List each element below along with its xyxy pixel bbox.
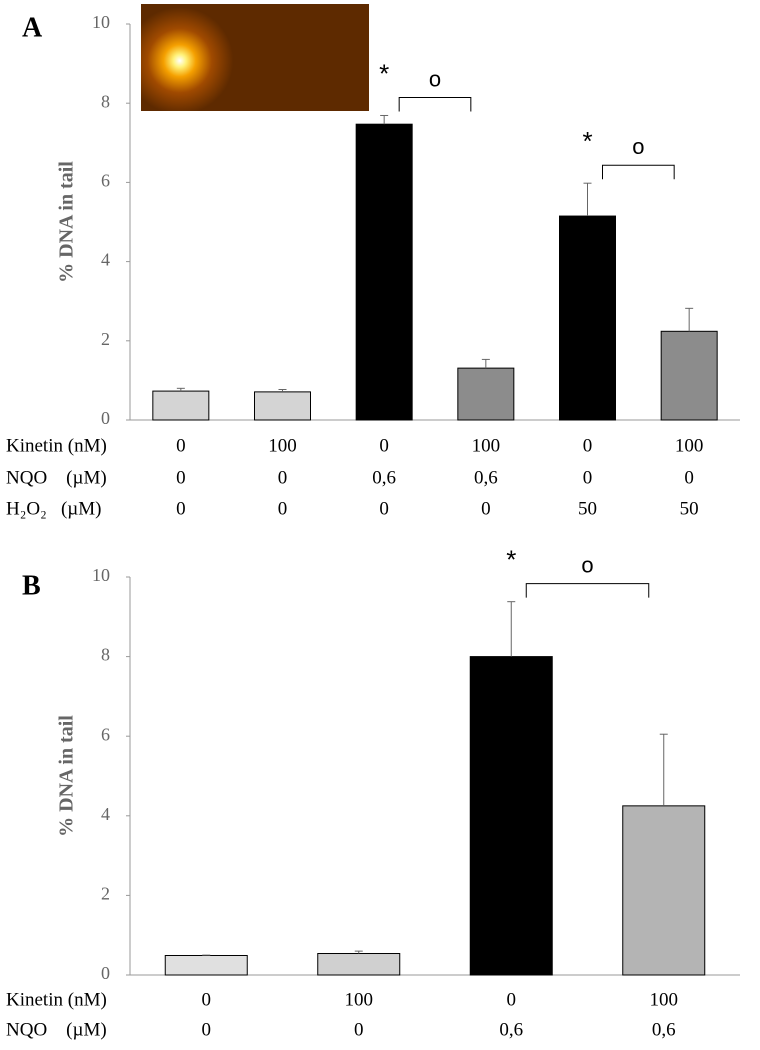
bar — [622, 805, 706, 976]
bar — [660, 330, 718, 421]
row-value: 0 — [507, 989, 517, 1010]
row-value: 0 — [583, 435, 593, 456]
bar — [457, 367, 515, 421]
row-value: 0 — [176, 435, 186, 456]
panel-label: B — [22, 570, 41, 601]
row-value: 0 — [481, 498, 491, 519]
y-axis-label: % DNA in tail — [56, 161, 78, 283]
comparison-mark: o — [429, 66, 441, 91]
significance-star: * — [379, 58, 389, 88]
bar — [559, 215, 616, 421]
comparison-mark: o — [632, 134, 644, 159]
row-value: 0 — [379, 435, 389, 456]
row-value: 100 — [650, 989, 679, 1010]
row-value: 100 — [268, 435, 297, 456]
significance-star: * — [506, 545, 516, 575]
row-value: 0,6 — [652, 1019, 676, 1040]
y-tick-label: 4 — [101, 250, 110, 270]
row-value: 0 — [583, 467, 593, 488]
row-value: 0,6 — [474, 467, 498, 488]
y-axis-label: % DNA in tail — [56, 715, 78, 837]
comet-glow — [141, 4, 369, 111]
y-tick-label: 8 — [101, 91, 110, 111]
y-tick-label: 10 — [92, 12, 110, 32]
row-label: NQO (µM) — [6, 467, 107, 488]
y-tick-label: 2 — [101, 329, 110, 349]
y-tick-label: 6 — [101, 724, 110, 744]
comparison-bracket — [602, 164, 675, 180]
bar — [164, 954, 248, 976]
panel-label: A — [22, 12, 43, 43]
row-value: 0 — [684, 467, 694, 488]
row-value: 0 — [278, 467, 288, 488]
row-label: NQO (µM) — [6, 1019, 107, 1040]
comparison-mark: o — [581, 552, 593, 577]
row-label: H₂O₂ (µM) — [6, 498, 101, 519]
bar — [469, 656, 553, 976]
y-tick-label: 6 — [101, 171, 110, 191]
y-tick-label: 4 — [101, 804, 110, 824]
row-value: 0 — [176, 498, 186, 519]
row-value: 0,6 — [499, 1019, 523, 1040]
bar — [254, 391, 311, 421]
row-label: Kinetin (nM) — [6, 989, 107, 1010]
row-value: 100 — [675, 435, 704, 456]
y-tick-label: 0 — [101, 408, 110, 428]
y-tick-label: 10 — [92, 565, 110, 585]
y-tick-label: 0 — [101, 963, 110, 983]
row-value: 100 — [345, 989, 374, 1010]
y-tick-label: 2 — [101, 884, 110, 904]
y-tick-label: 8 — [101, 645, 110, 665]
comparison-bracket — [398, 96, 472, 112]
row-value: 100 — [472, 435, 501, 456]
row-value: 0,6 — [372, 467, 396, 488]
bar — [152, 390, 210, 421]
bar — [317, 953, 401, 976]
bar — [355, 123, 413, 421]
comparison-bracket — [525, 583, 650, 598]
row-value: 0 — [202, 989, 212, 1010]
row-value: 50 — [578, 498, 597, 519]
row-value: 50 — [680, 498, 699, 519]
row-value: 0 — [278, 498, 288, 519]
row-label: Kinetin (nM) — [6, 435, 107, 456]
significance-star: * — [582, 126, 592, 156]
row-value: 0 — [202, 1019, 212, 1040]
row-value: 0 — [176, 467, 186, 488]
row-value: 0 — [379, 498, 389, 519]
row-value: 0 — [354, 1019, 364, 1040]
